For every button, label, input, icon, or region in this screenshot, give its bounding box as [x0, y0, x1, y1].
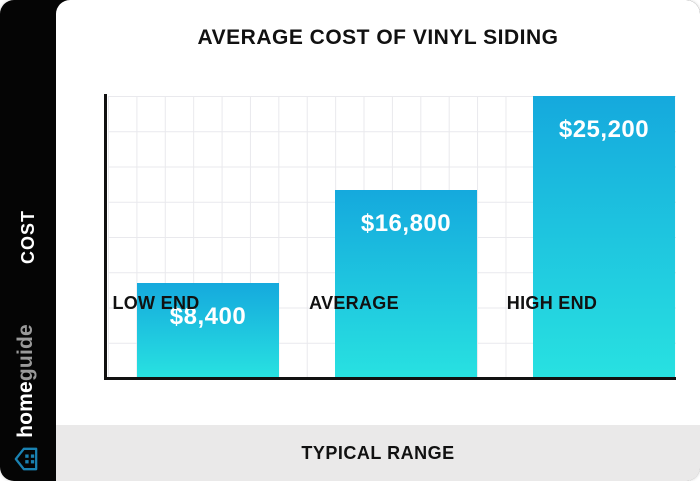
x-tick-label-high-end: HIGH END: [506, 293, 598, 313]
logo-word-guide: guide: [14, 324, 37, 382]
homeguide-wordmark: homeguide: [14, 324, 38, 438]
x-tick-label-low-end: LOW END: [112, 293, 200, 313]
logo-word-home: home: [14, 381, 37, 438]
chart-panel: AVERAGE COST OF VINYL SIDING $8,400 $16,…: [56, 0, 700, 481]
plot-area: $8,400 $16,800 $25,200: [108, 96, 676, 377]
y-axis-title: COST: [17, 210, 38, 265]
bar-value-label: $25,200: [558, 116, 650, 143]
bar-high-end: $25,200: [533, 96, 675, 377]
y-axis-line: [104, 94, 107, 380]
x-axis-title-band: TYPICAL RANGE: [56, 425, 700, 481]
homeguide-logo: homeguide: [0, 313, 54, 481]
sidebar: COST homeguide: [0, 0, 56, 481]
bar-average: $16,800: [335, 190, 477, 377]
bar-value-label: $8,400: [169, 303, 247, 330]
x-tick-label-average: AVERAGE: [309, 293, 399, 313]
bar-value-label: $16,800: [360, 210, 452, 237]
homeguide-house-icon: [13, 446, 39, 472]
bar-low-end: $8,400: [137, 283, 279, 377]
x-axis-title: TYPICAL RANGE: [301, 442, 455, 463]
chart-title: AVERAGE COST OF VINYL SIDING: [197, 26, 559, 49]
x-axis-line: [104, 377, 676, 380]
